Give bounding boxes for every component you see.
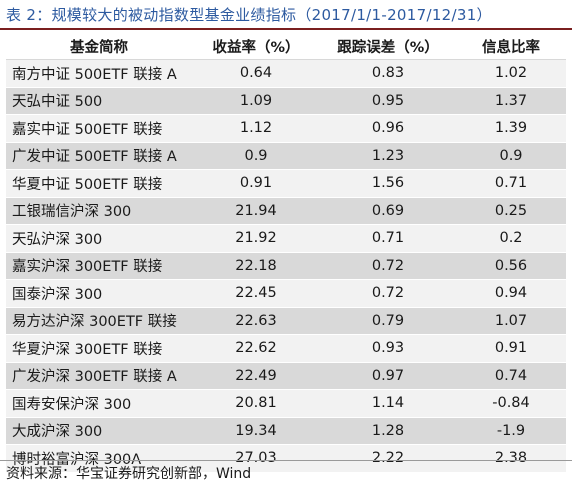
info-ratio-cell: 1.39 (456, 114, 566, 143)
fund-name-cell: 南方中证 500ETF 联接 A (6, 59, 192, 88)
table-row: 广发中证 500ETF 联接 A 0.9 1.23 0.9 (6, 142, 566, 170)
fund-name-cell: 国泰沪深 300 (6, 279, 192, 308)
table-row: 大成沪深 300 19.34 1.28 -1.9 (6, 417, 566, 445)
header-row: 基金简称 收益率（%） 跟踪误差（%） 信息比率 (6, 33, 566, 60)
table-row: 工银瑞信沪深 300 21.94 0.69 0.25 (6, 197, 566, 225)
tracking-error-cell: 1.23 (320, 142, 456, 170)
fund-name-cell: 广发沪深 300ETF 联接 A (6, 362, 192, 390)
table-row: 嘉实中证 500ETF 联接 1.12 0.96 1.39 (6, 114, 566, 143)
table-row: 易方达沪深 300ETF 联接 22.63 0.79 1.07 (6, 307, 566, 335)
info-ratio-cell: 1.37 (456, 87, 566, 115)
return-cell: 20.81 (192, 389, 320, 418)
info-ratio-cell: 1.07 (456, 307, 566, 335)
tracking-error-cell: 1.14 (320, 389, 456, 418)
header-fund-name: 基金简称 (6, 33, 192, 60)
fund-name-cell: 广发中证 500ETF 联接 A (6, 142, 192, 170)
fund-name-cell: 工银瑞信沪深 300 (6, 197, 192, 225)
return-cell: 22.49 (192, 362, 320, 390)
tracking-error-cell: 0.72 (320, 252, 456, 280)
title-divider (0, 28, 572, 30)
return-cell: 19.34 (192, 417, 320, 445)
table-row: 博时裕富沪深 300A 27.03 2.22 2.38 (6, 444, 566, 473)
return-cell: 1.09 (192, 87, 320, 115)
return-cell: 21.92 (192, 224, 320, 253)
return-cell: 0.91 (192, 169, 320, 198)
info-ratio-cell: 0.56 (456, 252, 566, 280)
info-ratio-cell: 1.02 (456, 59, 566, 88)
table-title: 表 2：规模较大的被动指数型基金业绩指标（2017/1/1-2017/12/31… (6, 6, 492, 24)
table-row: 天弘中证 500 1.09 0.95 1.37 (6, 87, 566, 115)
header-tracking-error: 跟踪误差（%） (320, 33, 456, 60)
fund-name-cell: 天弘沪深 300 (6, 224, 192, 253)
fund-name-cell: 嘉实沪深 300ETF 联接 (6, 252, 192, 280)
return-cell: 22.18 (192, 252, 320, 280)
return-cell: 27.03 (192, 444, 320, 473)
info-ratio-cell: 0.71 (456, 169, 566, 198)
fund-name-cell: 华夏沪深 300ETF 联接 (6, 334, 192, 363)
table-row: 国泰沪深 300 22.45 0.72 0.94 (6, 279, 566, 308)
table-row: 国寿安保沪深 300 20.81 1.14 -0.84 (6, 389, 566, 418)
tracking-error-cell: 2.22 (320, 444, 456, 473)
fund-name-cell: 易方达沪深 300ETF 联接 (6, 307, 192, 335)
fund-name-cell: 华夏中证 500ETF 联接 (6, 169, 192, 198)
info-ratio-cell: -0.84 (456, 389, 566, 418)
tracking-error-cell: 0.79 (320, 307, 456, 335)
tracking-error-cell: 0.96 (320, 114, 456, 143)
tracking-error-cell: 0.95 (320, 87, 456, 115)
info-ratio-cell: 0.9 (456, 142, 566, 170)
table-row: 华夏沪深 300ETF 联接 22.62 0.93 0.91 (6, 334, 566, 363)
header-return: 收益率（%） (192, 33, 320, 60)
return-cell: 22.63 (192, 307, 320, 335)
table-row: 嘉实沪深 300ETF 联接 22.18 0.72 0.56 (6, 252, 566, 280)
table-body: 南方中证 500ETF 联接 A 0.64 0.83 1.02 天弘中证 500 1.09… (6, 59, 566, 473)
return-cell: 21.94 (192, 197, 320, 225)
return-cell: 0.9 (192, 142, 320, 170)
fund-performance-table: 基金简称 收益率（%） 跟踪误差（%） 信息比率 南方中证 500ETF 联接 … (6, 33, 566, 473)
info-ratio-cell: 2.38 (456, 444, 566, 473)
return-cell: 1.12 (192, 114, 320, 143)
tracking-error-cell: 0.72 (320, 279, 456, 308)
return-cell: 0.64 (192, 59, 320, 88)
tracking-error-cell: 1.56 (320, 169, 456, 198)
tracking-error-cell: 0.71 (320, 224, 456, 253)
return-cell: 22.62 (192, 334, 320, 363)
info-ratio-cell: 0.91 (456, 334, 566, 363)
info-ratio-cell: 0.74 (456, 362, 566, 390)
fund-name-cell: 嘉实中证 500ETF 联接 (6, 114, 192, 143)
table-row: 天弘沪深 300 21.92 0.71 0.2 (6, 224, 566, 253)
tracking-error-cell: 1.28 (320, 417, 456, 445)
tracking-error-cell: 0.93 (320, 334, 456, 363)
info-ratio-cell: -1.9 (456, 417, 566, 445)
table-row: 广发沪深 300ETF 联接 A 22.49 0.97 0.74 (6, 362, 566, 390)
tracking-error-cell: 0.69 (320, 197, 456, 225)
return-cell: 22.45 (192, 279, 320, 308)
info-ratio-cell: 0.25 (456, 197, 566, 225)
source-note: 资料来源：华宝证券研究创新部，Wind (6, 466, 252, 482)
info-ratio-cell: 0.94 (456, 279, 566, 308)
table-row: 华夏中证 500ETF 联接 0.91 1.56 0.71 (6, 169, 566, 198)
bottom-divider (0, 460, 572, 461)
info-ratio-cell: 0.2 (456, 224, 566, 253)
tracking-error-cell: 0.97 (320, 362, 456, 390)
fund-name-cell: 博时裕富沪深 300A (6, 444, 192, 473)
table-row: 南方中证 500ETF 联接 A 0.64 0.83 1.02 (6, 59, 566, 88)
header-info-ratio: 信息比率 (456, 33, 566, 60)
fund-name-cell: 国寿安保沪深 300 (6, 389, 192, 418)
tracking-error-cell: 0.83 (320, 59, 456, 88)
fund-name-cell: 大成沪深 300 (6, 417, 192, 445)
fund-name-cell: 天弘中证 500 (6, 87, 192, 115)
